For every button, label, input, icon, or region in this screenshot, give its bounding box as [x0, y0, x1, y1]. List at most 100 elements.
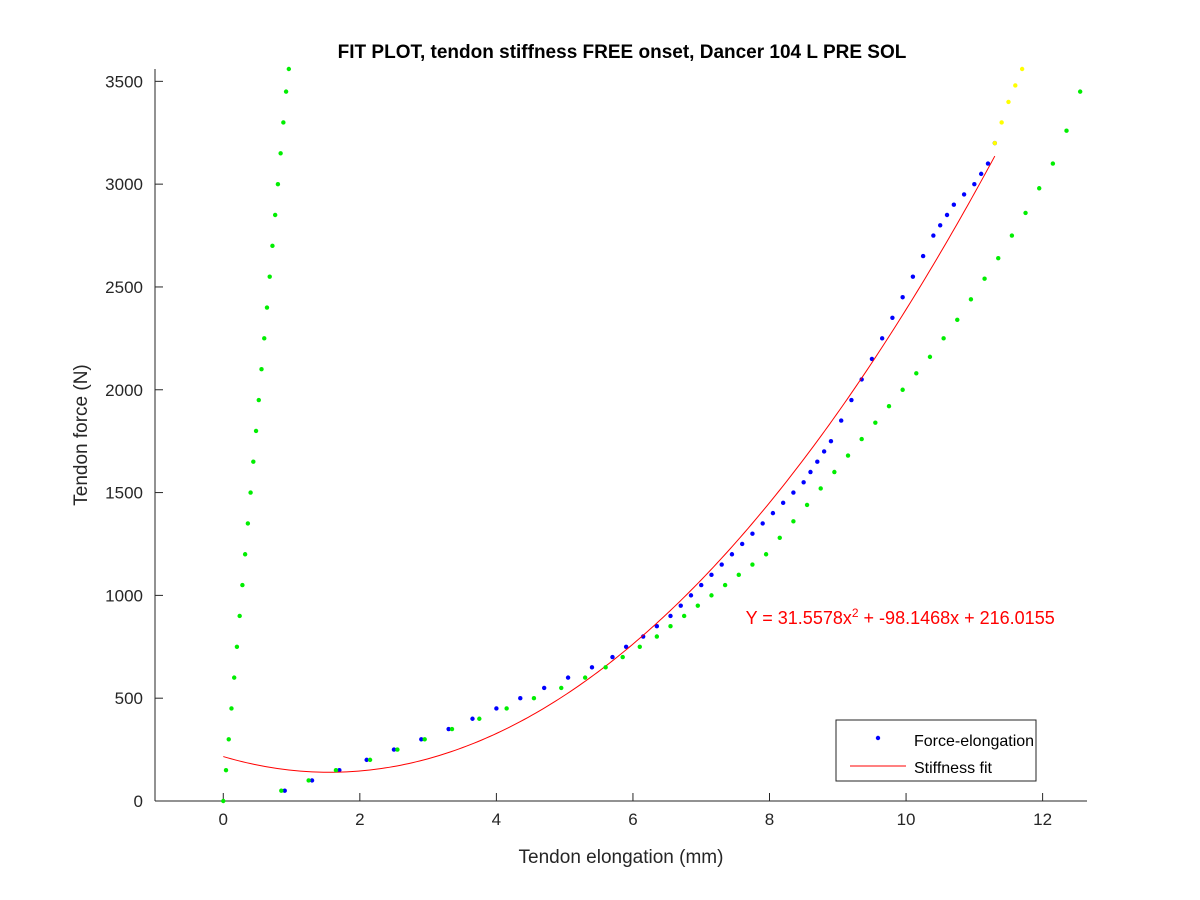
data-point — [446, 726, 451, 732]
data-point — [668, 624, 673, 629]
data-point — [654, 634, 660, 639]
data-point — [470, 716, 475, 721]
data-point — [821, 449, 827, 454]
data-point — [253, 428, 259, 434]
y-tick-label: 1000 — [105, 586, 143, 605]
data-point — [968, 297, 974, 302]
data-point — [281, 120, 286, 125]
data-point — [815, 459, 820, 464]
data-point — [890, 315, 895, 320]
y-axis-ticks: 0 500 1000 1500 2000 2500 3000 3500 — [105, 72, 163, 811]
data-point — [623, 644, 629, 649]
data-point — [985, 161, 991, 166]
data-point — [961, 192, 967, 197]
data-point — [256, 397, 261, 403]
data-point — [839, 418, 844, 423]
data-point — [603, 665, 608, 670]
y-tick-label: 0 — [134, 792, 143, 811]
legend-label-force-elongation: Force-elongation — [914, 733, 1034, 750]
y-tick-label: 1500 — [105, 484, 143, 503]
chart-legend: Force-elongation Stiffness fit — [835, 719, 1037, 782]
series-3 — [221, 66, 292, 804]
series-2 — [279, 89, 1083, 793]
data-point — [873, 420, 878, 425]
data-point — [900, 295, 905, 300]
data-point — [1064, 128, 1069, 133]
data-point — [770, 510, 776, 516]
data-point — [610, 654, 615, 660]
data-point — [226, 737, 231, 742]
data-point — [504, 706, 509, 711]
data-point — [620, 654, 625, 660]
data-point — [668, 613, 673, 619]
data-point — [364, 757, 369, 763]
chart-title: FIT PLOT, tendon stiffness FREE onset, D… — [338, 42, 907, 63]
data-point — [944, 212, 950, 218]
data-point — [955, 317, 960, 323]
data-point — [1013, 83, 1018, 88]
data-point — [223, 767, 229, 773]
data-point — [518, 695, 523, 701]
data-point — [283, 89, 289, 94]
data-point — [729, 552, 735, 557]
data-point — [1019, 66, 1025, 72]
data-point — [678, 603, 683, 608]
series-4 — [992, 66, 1025, 146]
data-point — [559, 685, 564, 691]
data-point — [282, 788, 287, 793]
y-tick-label: 2500 — [105, 278, 143, 297]
x-tick-label: 12 — [1033, 810, 1052, 829]
data-point — [709, 593, 714, 598]
data-point — [272, 212, 278, 218]
data-point — [719, 562, 724, 567]
data-point — [777, 535, 782, 541]
data-point — [951, 202, 957, 207]
data-point — [251, 459, 256, 464]
data-point — [589, 665, 595, 670]
series-1 — [223, 155, 996, 773]
data-point — [804, 502, 810, 508]
legend-label-stiffness-fit: Stiffness fit — [914, 760, 993, 777]
y-tick-label: 2000 — [105, 381, 143, 400]
y-tick-label: 500 — [115, 689, 143, 708]
data-point — [992, 140, 998, 146]
data-point — [886, 404, 892, 409]
x-tick-label: 10 — [897, 810, 916, 829]
data-point — [237, 613, 242, 619]
data-point — [275, 181, 281, 187]
data-point — [914, 371, 919, 376]
x-tick-label: 4 — [492, 810, 501, 829]
data-point — [996, 255, 1001, 261]
data-point — [1037, 186, 1042, 191]
x-tick-label: 8 — [765, 810, 774, 829]
data-point — [750, 562, 755, 567]
data-point — [229, 706, 234, 711]
legend-marker-force-elongation — [875, 735, 881, 741]
data-point — [972, 181, 977, 187]
data-point — [531, 695, 537, 701]
data-point — [1077, 89, 1083, 94]
x-tick-label: 0 — [219, 810, 228, 829]
data-point — [982, 276, 987, 281]
data-point — [264, 305, 270, 310]
series-0 — [282, 140, 998, 793]
y-tick-label: 3500 — [105, 72, 143, 91]
data-point — [494, 706, 499, 711]
data-point — [828, 438, 834, 444]
data-point — [242, 552, 248, 557]
data-point — [259, 367, 264, 372]
data-point — [763, 552, 769, 557]
data-point — [869, 356, 875, 362]
data-point — [1050, 161, 1056, 166]
data-point — [582, 675, 588, 680]
data-point — [859, 377, 864, 382]
data-point — [1009, 233, 1015, 238]
data-point — [477, 716, 482, 721]
data-point — [736, 572, 741, 578]
data-point — [279, 788, 284, 793]
data-point — [419, 737, 424, 742]
data-point — [709, 572, 714, 578]
data-point — [808, 469, 813, 475]
data-point — [565, 675, 571, 680]
data-point — [637, 644, 642, 649]
